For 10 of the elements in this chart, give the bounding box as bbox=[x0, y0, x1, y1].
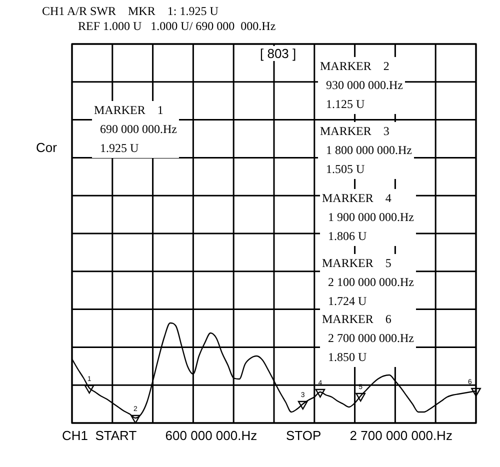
text: Cor bbox=[35, 140, 58, 155]
chart-title: CH1 A/R SWR MKR 1: 1.925 U bbox=[42, 4, 218, 18]
text: MARKER 2 930 000 000.Hz 1.125 U bbox=[318, 57, 405, 114]
text: MARKER 3 1 800 000 000.Hz 1.505 U bbox=[318, 122, 414, 179]
text: [ 803 ] bbox=[258, 46, 298, 61]
text: MARKER 4 1 900 000 000.Hz 1.806 U bbox=[320, 189, 416, 246]
text: CH1 START 600 000 000.Hz STOP 2 700 000 000.Hz bbox=[61, 428, 454, 443]
text: MARKER 5 2 100 000 000.Hz 1.724 U bbox=[320, 254, 416, 311]
chart-subtitle: REF 1.000 U 1.000 U/ 690 000 000.Hz bbox=[77, 18, 277, 35]
text: MARKER 1 690 000 000.Hz 1.925 U bbox=[92, 101, 179, 158]
